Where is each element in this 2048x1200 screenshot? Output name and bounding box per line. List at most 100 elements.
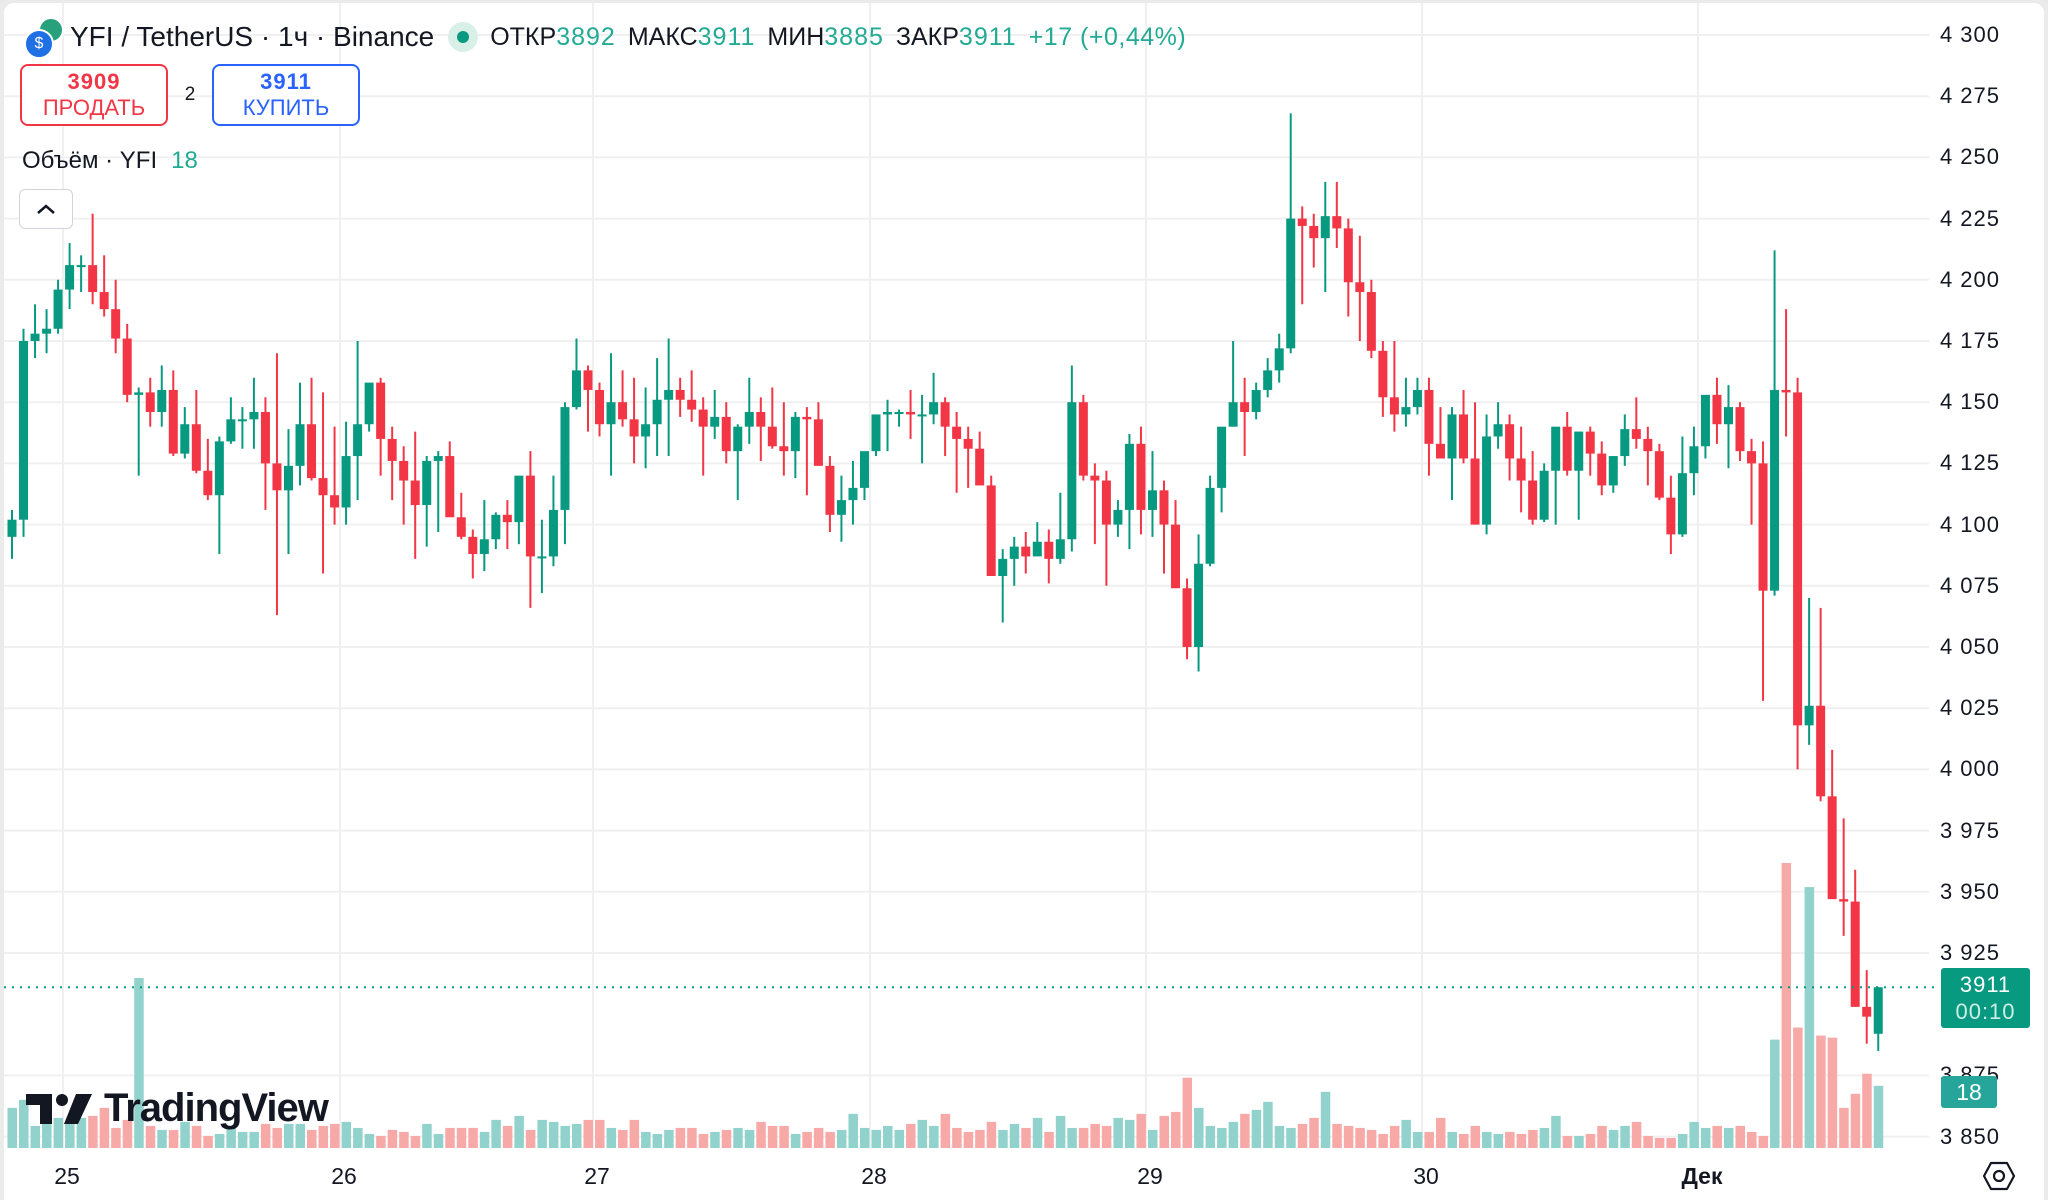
sell-price: 3909 — [67, 69, 121, 94]
candle-down — [1735, 407, 1745, 452]
volume-bar — [1666, 1137, 1676, 1148]
candle-down — [445, 456, 455, 518]
volume-bar — [1401, 1119, 1411, 1148]
volume-bar — [30, 1125, 41, 1148]
volume-bar — [1539, 1127, 1550, 1148]
candle-down — [1758, 463, 1768, 591]
volume-bar — [1378, 1133, 1388, 1148]
candle-up — [1320, 216, 1330, 239]
volume-bar — [1332, 1123, 1342, 1148]
volume-bar — [479, 1131, 490, 1148]
price-axis-label: 4 125 — [1939, 450, 2000, 476]
candle-down — [1309, 225, 1319, 239]
volume-bar — [1643, 1135, 1653, 1148]
candle-down — [1044, 541, 1054, 559]
candle-up — [1009, 546, 1019, 559]
chart-window: $ YFI / TetherUS · 1ч · Binance ОТКР 389… — [4, 3, 2044, 1200]
volume-bar — [1516, 1133, 1527, 1148]
candle-up — [1263, 370, 1273, 390]
candle-down — [1021, 546, 1031, 557]
volume-bar — [203, 1135, 213, 1148]
volume-bar — [1562, 1135, 1573, 1148]
candle-up — [710, 416, 720, 427]
volume-bar — [341, 1121, 352, 1148]
time-axis-label: 26 — [331, 1163, 357, 1189]
candle-down — [1332, 216, 1342, 229]
collapse-legend-button[interactable] — [19, 189, 73, 229]
volume-bar — [986, 1121, 997, 1148]
candle-down — [99, 292, 109, 310]
candle-down — [272, 463, 282, 491]
volume-bar — [502, 1125, 513, 1148]
volume-bar — [1781, 863, 1792, 1148]
volume-bar — [560, 1125, 570, 1148]
candle-up — [1217, 426, 1227, 488]
time-axis-label: 30 — [1413, 1163, 1439, 1189]
candle-down — [145, 392, 155, 412]
candle-down — [88, 265, 98, 293]
candle-up — [214, 441, 224, 496]
candle-down — [1839, 899, 1849, 902]
volume-bar — [1228, 1121, 1239, 1148]
candle-down — [675, 389, 685, 400]
volume-bar — [1044, 1131, 1054, 1148]
buy-button[interactable]: 3911 КУПИТЬ — [212, 64, 360, 126]
candle-down — [986, 485, 996, 577]
candle-up — [491, 514, 501, 540]
chart-settings-icon[interactable] — [1982, 1159, 2016, 1193]
candle-down — [963, 438, 973, 449]
candle-up — [1205, 487, 1215, 564]
candle-up — [341, 456, 351, 508]
candle-up — [1551, 426, 1561, 471]
candle-up — [30, 333, 40, 341]
candle-up — [1700, 394, 1710, 447]
symbol-title[interactable]: YFI / TetherUS · 1ч · Binance — [70, 21, 435, 52]
close-label: ЗАКР — [895, 22, 959, 51]
candle-down — [1631, 429, 1641, 439]
volume-bar — [226, 1125, 236, 1148]
candle-up — [1608, 456, 1618, 486]
volume-bar — [1770, 1039, 1780, 1148]
high-value: 3911 — [697, 22, 756, 51]
tradingview-watermark[interactable]: TradingView — [26, 1086, 329, 1131]
candle-up — [1482, 436, 1492, 525]
close-value: 3911 — [958, 22, 1017, 51]
spread-value: 2 — [184, 84, 196, 105]
candle-up — [1194, 563, 1204, 647]
candle-down — [1827, 796, 1837, 900]
volume-bar — [1528, 1129, 1538, 1148]
volume-bar — [1723, 1127, 1734, 1148]
sell-button[interactable]: 3909 ПРОДАТЬ — [20, 64, 168, 126]
volume-bar — [1320, 1091, 1331, 1148]
candle-up — [1412, 389, 1422, 408]
volume-tag: 18 — [1941, 1076, 1997, 1108]
volume-bar — [963, 1131, 974, 1148]
price-axis-label: 4 075 — [1939, 572, 2000, 598]
candle-down — [318, 478, 328, 496]
volume-bar — [813, 1127, 824, 1148]
tradingview-wordmark: TradingView — [104, 1086, 329, 1130]
volume-bar — [410, 1135, 421, 1148]
candle-down — [1136, 443, 1146, 510]
volume-legend[interactable]: Объём · YFI 18 — [22, 147, 198, 175]
candlestick-chart[interactable] — [4, 3, 2044, 1200]
candle-down — [260, 411, 270, 464]
volume-bar — [1447, 1131, 1457, 1148]
candle-up — [894, 411, 904, 414]
high-label: МАКС — [627, 22, 698, 51]
candle-up — [433, 456, 443, 461]
volume-legend-value: 18 — [171, 147, 198, 174]
candle-down — [1585, 431, 1595, 454]
candle-down — [813, 419, 823, 466]
price-axis-label: 3 950 — [1939, 878, 2000, 904]
volume-bar — [237, 1131, 248, 1148]
candle-up — [479, 539, 489, 554]
candle-down — [698, 409, 708, 427]
candle-up — [422, 460, 432, 506]
buy-label: КУПИТЬ — [242, 95, 330, 120]
volume-bar — [422, 1123, 432, 1148]
market-open-dot-icon — [448, 22, 479, 52]
volume-bar — [456, 1127, 467, 1148]
candle-down — [1101, 480, 1111, 525]
price-axis-label: 3 925 — [1939, 940, 2000, 965]
